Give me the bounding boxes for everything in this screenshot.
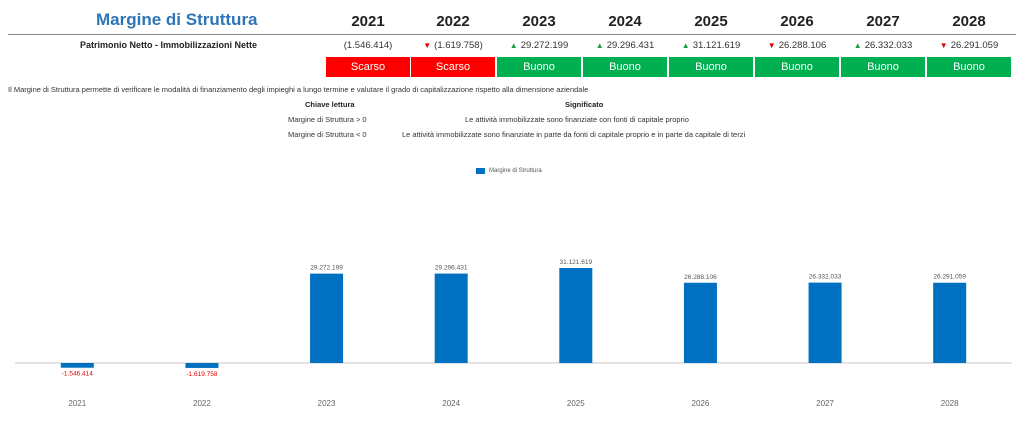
bar-2028 [933, 282, 967, 363]
data-label-2026: 26.288.106 [684, 274, 717, 281]
arrow-down-icon: ▼ [423, 41, 432, 50]
year-header-2024: 2024 [608, 13, 642, 30]
value-text: (1.619.758) [434, 40, 483, 51]
chart-legend: Margine di Struttura [476, 168, 542, 174]
header-divider [8, 34, 1016, 35]
x-tick-label-2025: 2025 [567, 399, 585, 408]
rating-badge-2024: Buono [583, 57, 667, 77]
value-text: 29.272.199 [520, 40, 569, 51]
x-tick-label-2026: 2026 [692, 399, 710, 408]
year-header-2021: 2021 [351, 13, 385, 30]
key-header-right: Significato [565, 100, 604, 109]
data-label-2022: -1.619.758 [186, 371, 217, 378]
key-row-2-left: Margine di Struttura < 0 [288, 130, 367, 139]
rating-badge-2028: Buono [927, 57, 1011, 77]
data-label-2023: 29.272.199 [310, 265, 343, 272]
rating-badge-2025: Buono [669, 57, 753, 77]
legend-swatch [476, 168, 485, 174]
bar-2026 [683, 282, 717, 363]
arrow-up-icon: ▲ [681, 41, 690, 50]
x-tick-label-2022: 2022 [193, 399, 211, 408]
data-label-2028: 26.291.059 [933, 274, 966, 281]
rating-badge-2027: Buono [841, 57, 925, 77]
key-row-2-right: Le attività immobilizzate sono finanziat… [402, 130, 746, 139]
year-header-2025: 2025 [694, 13, 728, 30]
value-text: 31.121.619 [692, 40, 741, 51]
x-tick-label-2023: 2023 [318, 399, 336, 408]
data-label-2024: 29.296.431 [435, 265, 468, 272]
x-tick-label-2021: 2021 [68, 399, 86, 408]
value-cell-2025: ▲ 31.121.619 [668, 40, 754, 51]
year-header-2027: 2027 [866, 13, 900, 30]
rating-badge-2021: Scarso [326, 57, 410, 77]
year-header-2022: 2022 [436, 13, 470, 30]
rating-badge-2026: Buono [755, 57, 839, 77]
arrow-down-icon: ▼ [767, 41, 776, 50]
value-text: 26.288.106 [778, 40, 827, 51]
description-text: Il Margine di Struttura permette di veri… [8, 85, 589, 94]
value-text: 26.291.059 [950, 40, 999, 51]
legend-label: Margine di Struttura [489, 168, 542, 174]
value-cell-2023: ▲ 29.272.199 [496, 40, 582, 51]
value-cell-2028: ▼ 26.291.059 [926, 40, 1012, 51]
value-text: 29.296.431 [606, 40, 655, 51]
bar-2023 [310, 273, 344, 363]
key-row-1-left: Margine di Struttura > 0 [288, 115, 367, 124]
data-label-2027: 26.332.033 [809, 274, 842, 281]
arrow-down-icon: ▼ [939, 41, 948, 50]
bar-2025 [559, 268, 593, 363]
key-row-1-right: Le attività immobilizzate sono finanziat… [465, 115, 689, 124]
year-header-2028: 2028 [952, 13, 986, 30]
row-label: Patrimonio Netto - Immobilizzazioni Nett… [80, 40, 258, 50]
bar-2021 [60, 363, 94, 368]
value-cell-2024: ▲ 29.296.431 [582, 40, 668, 51]
arrow-up-icon: ▲ [509, 41, 518, 50]
value-cell-2027: ▲ 26.332.033 [840, 40, 926, 51]
x-tick-label-2024: 2024 [442, 399, 460, 408]
key-header-left: Chiave lettura [305, 100, 355, 109]
value-cell-2021: (1.546.414) [325, 40, 411, 51]
data-label-2025: 31.121.619 [560, 259, 593, 266]
year-header-2026: 2026 [780, 13, 814, 30]
x-tick-label-2028: 2028 [941, 399, 959, 408]
data-label-2021: -1.546.414 [62, 371, 93, 378]
rating-badge-2023: Buono [497, 57, 581, 77]
bar-2022 [185, 363, 219, 368]
bar-2024 [434, 273, 468, 363]
value-text: (1.546.414) [343, 40, 393, 51]
value-cell-2026: ▼ 26.288.106 [754, 40, 840, 51]
bar-2027 [808, 282, 842, 363]
rating-badge-2022: Scarso [411, 57, 495, 77]
year-header-2023: 2023 [522, 13, 556, 30]
value-text: 26.332.033 [864, 40, 913, 51]
value-cell-2022: ▼ (1.619.758) [410, 40, 496, 51]
arrow-up-icon: ▲ [595, 41, 604, 50]
arrow-up-icon: ▲ [853, 41, 862, 50]
chart-title: Margine di Struttura [96, 10, 258, 29]
x-tick-label-2027: 2027 [816, 399, 834, 408]
